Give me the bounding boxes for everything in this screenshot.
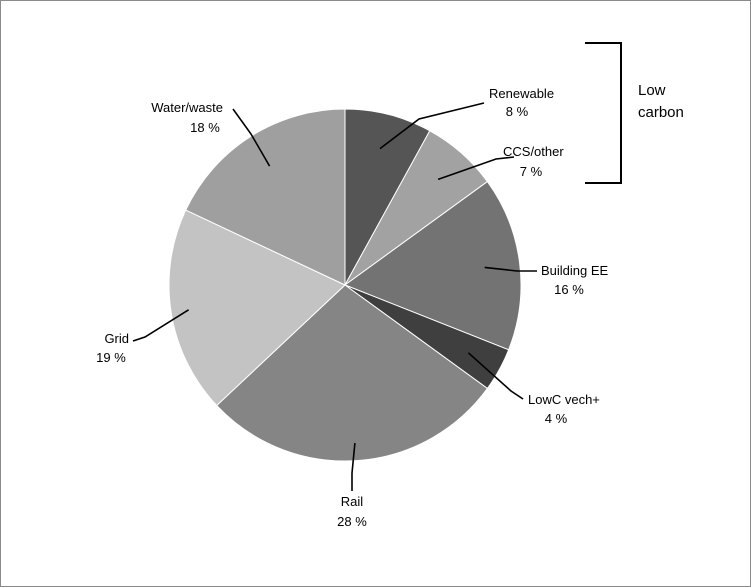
pie-slice-building-ee: [343, 180, 522, 351]
leader-line: [484, 266, 537, 272]
slice-percent-label: 19 %: [96, 350, 126, 365]
low-carbon-label-line1: Low: [638, 82, 666, 99]
leader-line: [232, 108, 271, 167]
pie-slice-renewable: [344, 108, 431, 286]
slice-percent-label: 7 %: [520, 164, 543, 179]
pie-slice-water-waste: [185, 108, 346, 286]
low-carbon-label-line2: carbon: [638, 104, 684, 121]
slice-label: Water/waste: [151, 100, 223, 115]
pie-slices: [168, 108, 522, 462]
leader-line: [379, 102, 485, 150]
pie-slice-rail: [215, 284, 489, 462]
leader-line: [437, 156, 515, 181]
slice-label: Grid: [104, 331, 129, 346]
slice-label: CCS/other: [503, 144, 564, 159]
slice-label: Renewable: [489, 86, 554, 101]
slice-percent-label: 4 %: [545, 411, 568, 426]
slice-label: Building EE: [541, 263, 609, 278]
leader-line: [132, 309, 190, 342]
leader-line: [351, 443, 356, 491]
leader-lines: [132, 102, 537, 491]
low-carbon-bracket: [585, 42, 622, 184]
pie-slice-grid: [168, 209, 346, 407]
slice-percent-label: 8 %: [506, 104, 529, 119]
slice-labels: Renewable 8 % CCS/other 7 % Building EE 16 % L…: [96, 86, 608, 529]
slice-percent-label: 18 %: [190, 120, 220, 135]
slice-label: LowC vech+: [528, 392, 600, 407]
slice-label: Rail: [341, 494, 364, 509]
leader-line: [467, 352, 524, 400]
slice-percent-label: 16 %: [554, 282, 584, 297]
slice-percent-label: 28 %: [337, 514, 367, 529]
